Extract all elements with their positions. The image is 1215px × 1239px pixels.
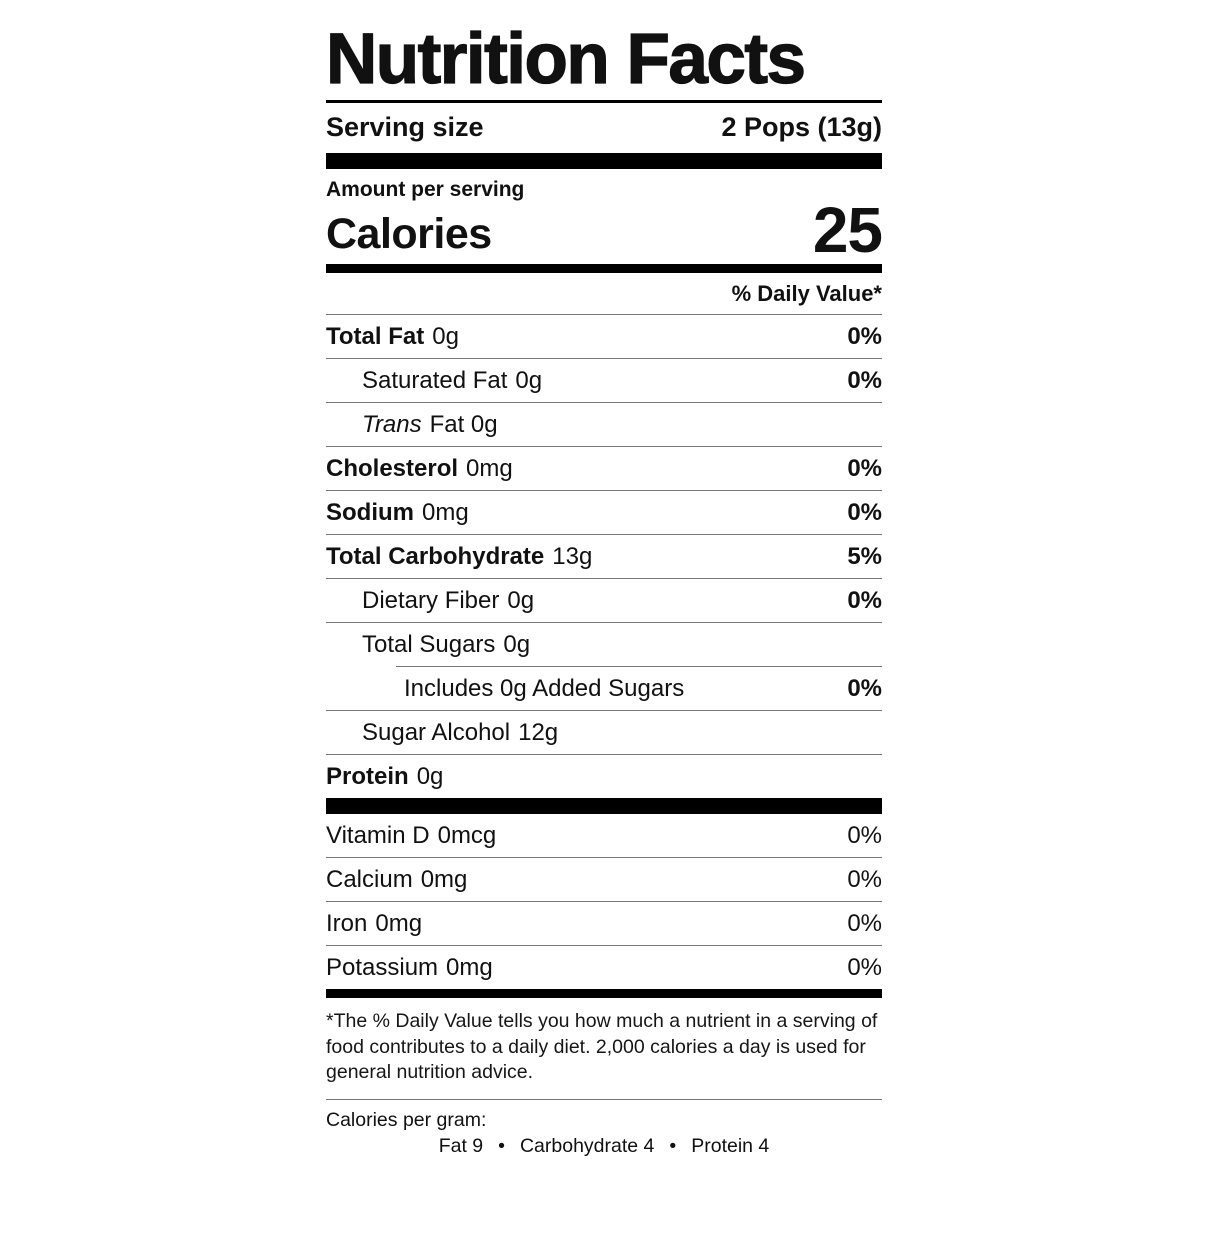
calories-label: Calories — [326, 210, 492, 259]
serving-size-label: Serving size — [326, 112, 484, 142]
daily-value: 0% — [847, 367, 882, 395]
nutrient-text: Includes 0g Added Sugars — [404, 675, 685, 703]
vitamin-text: Potassium 0mg — [326, 954, 493, 982]
daily-value: 5% — [847, 543, 882, 571]
calories-row: Calories 25 — [326, 194, 883, 266]
nutrient-text: Total Fat 0g — [326, 323, 459, 351]
bullet-separator: • — [498, 1134, 505, 1157]
nutrient-row-cholesterol: Cholesterol 0mg 0% — [326, 446, 882, 490]
nutrient-row-sodium: Sodium 0mg 0% — [326, 490, 882, 534]
daily-value: 0% — [847, 675, 882, 703]
nutrient-text: Cholesterol 0mg — [326, 455, 513, 483]
nutrient-text: Dietary Fiber 0g — [362, 587, 535, 615]
calories-per-gram-label: Calories per gram: — [326, 1108, 487, 1131]
vitamin-row-vitamin-d: Vitamin D 0mcg 0% — [326, 814, 882, 857]
vitamin-row-potassium: Potassium 0mg 0% — [326, 945, 882, 989]
bullet-separator: • — [669, 1134, 677, 1157]
thick-divider — [326, 798, 882, 815]
medium-divider — [326, 989, 882, 999]
nutrient-text: Total Carbohydrate 13g — [326, 543, 593, 571]
nutrient-text: Protein 0g — [326, 763, 444, 791]
cpg-fat: Fat 9 — [438, 1134, 484, 1157]
vitamin-text: Vitamin D 0mcg — [326, 822, 497, 850]
nutrient-row-total-sugars: Total Sugars 0g — [326, 622, 882, 666]
nutrient-row-sugar-alcohol: Sugar Alcohol 12g — [326, 710, 882, 754]
thick-divider — [326, 153, 882, 169]
calories-per-gram-values: Fat 9 • Carbohydrate 4 • Protein 4 — [326, 1135, 882, 1158]
daily-value: 0% — [847, 954, 882, 982]
nutrient-row-total-fat: Total Fat 0g 0% — [326, 315, 882, 358]
daily-value: 0% — [847, 499, 882, 527]
daily-value: 0% — [847, 587, 882, 615]
vitamin-row-calcium: Calcium 0mg 0% — [326, 857, 882, 901]
vitamin-rows: Vitamin D 0mcg 0% Calcium 0mg 0% Iron 0mg 0… — [326, 814, 882, 989]
title-divider — [326, 100, 882, 103]
vitamin-text: Calcium 0mg — [326, 866, 468, 894]
nutrient-row-saturated-fat: Saturated Fat 0g 0% — [326, 358, 882, 402]
daily-value: 0% — [847, 866, 882, 894]
label-title: Nutrition Facts — [325, 20, 806, 99]
daily-value: 0% — [847, 455, 882, 483]
nutrient-text: Trans Fat 0g — [362, 411, 498, 439]
nutrient-text: Total Sugars 0g — [362, 631, 531, 659]
nutrient-row-protein: Protein 0g — [326, 754, 882, 798]
vitamin-row-iron: Iron 0mg 0% — [326, 901, 882, 945]
nutrient-text: Sodium 0mg — [326, 499, 469, 527]
amount-per-serving-label: Amount per serving — [326, 178, 525, 201]
serving-size-row: Serving size 2 Pops (13g) — [326, 103, 882, 153]
daily-value: 0% — [847, 910, 882, 938]
nutrient-row-dietary-fiber: Dietary Fiber 0g 0% — [326, 578, 882, 622]
nutrient-text: Sugar Alcohol 12g — [362, 719, 559, 747]
nutrient-row-total-carbohydrate: Total Carbohydrate 13g 5% — [326, 534, 882, 578]
medium-divider — [326, 264, 882, 274]
serving-size-value: 2 Pops (13g) — [721, 112, 882, 142]
daily-value-header: % Daily Value* — [326, 273, 882, 316]
nutrient-row-added-sugars: Includes 0g Added Sugars 0% — [396, 666, 882, 710]
cpg-carbohydrate: Carbohydrate 4 — [519, 1134, 655, 1157]
nutrient-row-trans-fat: Trans Fat 0g — [326, 402, 882, 446]
daily-value: 0% — [847, 323, 882, 351]
daily-value: 0% — [847, 822, 882, 850]
nutrition-facts-label: Nutrition Facts Serving size 2 Pops (13g… — [325, 20, 883, 1164]
nutrient-text: Saturated Fat 0g — [362, 367, 543, 395]
calories-value: 25 — [812, 194, 883, 266]
nutrient-rows: Total Fat 0g 0% Saturated Fat 0g 0% Trans F… — [326, 315, 882, 798]
footnote-text: *The % Daily Value tells you how much a … — [326, 998, 882, 1100]
calories-per-gram-section: Calories per gram: Fat 9 • Carbohydrate 4 •… — [326, 1100, 882, 1164]
cpg-protein: Protein 4 — [691, 1134, 770, 1157]
vitamin-text: Iron 0mg — [326, 910, 423, 938]
